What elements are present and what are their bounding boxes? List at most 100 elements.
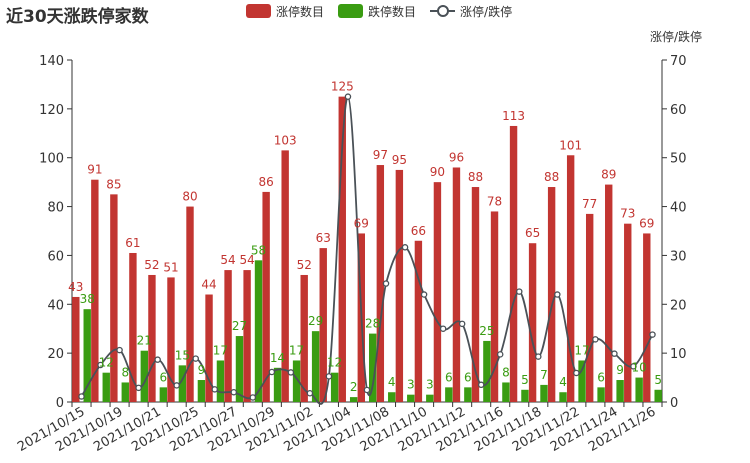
- bar-limit-down[interactable]: [311, 331, 320, 402]
- ratio-point[interactable]: [116, 346, 123, 354]
- bar-limit-up[interactable]: [547, 187, 556, 402]
- bar-limit-down[interactable]: [235, 336, 244, 402]
- bar-limit-down[interactable]: [502, 382, 510, 402]
- bar-limit-down[interactable]: [521, 389, 529, 402]
- bar-limit-down[interactable]: [464, 387, 472, 402]
- legend-item-limit-up[interactable]: 涨停数目: [246, 3, 324, 20]
- bar-limit-down[interactable]: [102, 372, 110, 402]
- ratio-point[interactable]: [382, 280, 390, 287]
- ratio-point[interactable]: [401, 244, 409, 251]
- ratio-point[interactable]: [325, 373, 333, 380]
- bar-limit-up[interactable]: [300, 274, 308, 402]
- data-label-limit-up: 95: [392, 153, 407, 167]
- legend-item-ratio[interactable]: 涨停/跌停: [430, 3, 512, 20]
- ratio-point[interactable]: [649, 331, 656, 338]
- ratio-point[interactable]: [78, 393, 85, 400]
- bar-limit-down[interactable]: [426, 394, 434, 402]
- bar-limit-down[interactable]: [178, 365, 187, 402]
- bar-limit-up[interactable]: [167, 277, 175, 402]
- bar-limit-up[interactable]: [414, 240, 423, 402]
- ratio-point[interactable]: [439, 325, 447, 332]
- ratio-point[interactable]: [306, 390, 314, 397]
- bar-limit-up[interactable]: [528, 243, 537, 402]
- bar-limit-down[interactable]: [121, 382, 129, 402]
- ratio-point[interactable]: [554, 291, 561, 298]
- bar-limit-up[interactable]: [91, 179, 99, 402]
- bar-limit-down[interactable]: [597, 387, 605, 402]
- bar-limit-down[interactable]: [159, 387, 168, 402]
- ratio-point[interactable]: [592, 336, 599, 343]
- bar-limit-up[interactable]: [376, 165, 385, 402]
- bar-limit-up[interactable]: [110, 194, 118, 402]
- bar-limit-up[interactable]: [643, 233, 651, 402]
- bar-limit-down[interactable]: [292, 360, 301, 402]
- bar-limit-up[interactable]: [509, 125, 518, 402]
- bar-limit-up[interactable]: [205, 294, 213, 402]
- bar-limit-down[interactable]: [388, 392, 396, 402]
- bar-limit-down[interactable]: [273, 367, 282, 402]
- ratio-point[interactable]: [154, 356, 161, 363]
- bar-limit-down[interactable]: [445, 387, 453, 402]
- bar-limit-down[interactable]: [369, 333, 377, 402]
- bar-limit-up[interactable]: [471, 187, 480, 402]
- ratio-point[interactable]: [630, 363, 637, 370]
- bar-limit-up[interactable]: [566, 155, 575, 402]
- bar-limit-up[interactable]: [148, 274, 156, 402]
- bar-limit-up[interactable]: [319, 248, 327, 402]
- ratio-point[interactable]: [268, 368, 276, 376]
- ratio-point[interactable]: [535, 353, 542, 360]
- bar-limit-up[interactable]: [605, 184, 613, 402]
- bar-limit-up[interactable]: [585, 213, 594, 402]
- bar-limit-down[interactable]: [83, 309, 91, 402]
- ratio-point[interactable]: [573, 369, 580, 377]
- bar-limit-down[interactable]: [559, 392, 567, 402]
- bar-limit-up[interactable]: [338, 96, 346, 403]
- bar-limit-up[interactable]: [490, 211, 499, 402]
- bar-limit-down[interactable]: [616, 380, 624, 402]
- bar-limit-down[interactable]: [578, 360, 586, 402]
- ratio-point[interactable]: [420, 291, 428, 298]
- ratio-point[interactable]: [458, 320, 466, 328]
- bar-limit-up[interactable]: [243, 270, 251, 402]
- bar-limit-down[interactable]: [216, 360, 225, 402]
- ratio-point[interactable]: [97, 361, 104, 369]
- ratio-point[interactable]: [173, 382, 180, 389]
- data-label-limit-up: 125: [331, 80, 354, 94]
- ratio-point[interactable]: [516, 288, 523, 295]
- bar-limit-down[interactable]: [197, 380, 206, 402]
- bar-limit-down[interactable]: [635, 377, 643, 402]
- ratio-point[interactable]: [611, 350, 618, 357]
- bar-limit-up[interactable]: [281, 150, 289, 402]
- bar-limit-down[interactable]: [140, 350, 149, 402]
- ratio-point[interactable]: [363, 386, 371, 394]
- ratio-point[interactable]: [249, 394, 257, 401]
- bar-limit-down[interactable]: [330, 372, 339, 402]
- bar-limit-up[interactable]: [186, 206, 194, 402]
- ratio-point[interactable]: [496, 351, 504, 358]
- bar-limit-down[interactable]: [540, 384, 548, 402]
- bar-limit-up[interactable]: [624, 223, 632, 402]
- ratio-point[interactable]: [287, 369, 295, 376]
- legend-item-limit-down[interactable]: 跌停数目: [338, 3, 416, 20]
- ratio-point[interactable]: [192, 355, 199, 362]
- bar-limit-down[interactable]: [349, 397, 358, 402]
- bar-limit-up[interactable]: [262, 191, 270, 402]
- bar-limit-up[interactable]: [395, 169, 404, 402]
- bar-limit-up[interactable]: [72, 296, 80, 402]
- ratio-point[interactable]: [477, 381, 485, 389]
- bar-limit-down[interactable]: [407, 394, 415, 402]
- bar-limit-down[interactable]: [254, 260, 263, 402]
- data-label-limit-up: 113: [502, 109, 525, 123]
- bar-limit-up[interactable]: [452, 167, 461, 402]
- ratio-point[interactable]: [344, 93, 352, 100]
- ratio-point[interactable]: [230, 388, 238, 396]
- bar-limit-up[interactable]: [129, 252, 137, 402]
- data-label-limit-up: 88: [544, 170, 559, 184]
- ratio-point[interactable]: [211, 386, 218, 393]
- data-label-limit-up: 69: [354, 216, 369, 230]
- bar-limit-down[interactable]: [483, 340, 491, 402]
- bar-limit-up[interactable]: [433, 182, 442, 402]
- bar-limit-up[interactable]: [224, 270, 232, 402]
- bar-limit-down[interactable]: [654, 389, 662, 402]
- ratio-point[interactable]: [135, 384, 142, 392]
